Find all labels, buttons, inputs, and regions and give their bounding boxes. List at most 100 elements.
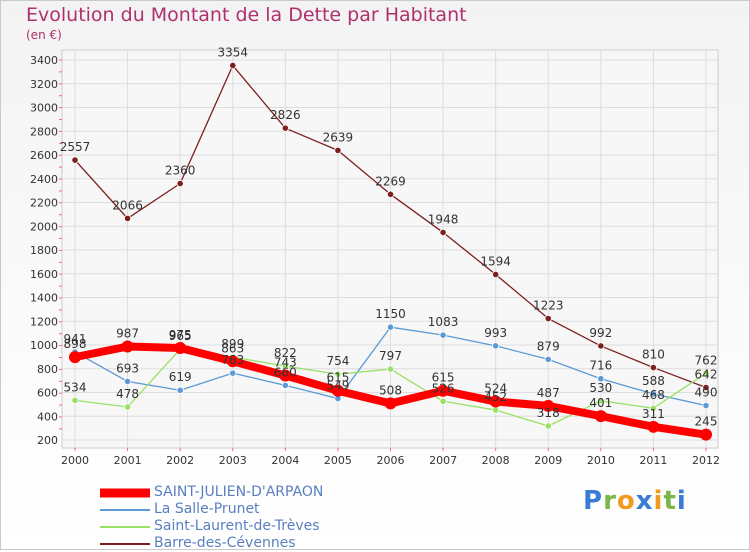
data-point (334, 146, 342, 154)
data-label: 1223 (533, 299, 564, 313)
data-point (386, 323, 395, 331)
data-point (649, 404, 658, 412)
data-point (334, 370, 342, 378)
data-point (702, 369, 710, 377)
y-tick-label: 3000 (30, 102, 58, 115)
data-label: 468 (642, 388, 665, 402)
data-point (594, 410, 607, 423)
data-label: 3354 (217, 45, 248, 59)
data-point (439, 228, 447, 237)
data-point (492, 342, 500, 350)
x-tick-label: 2001 (114, 454, 142, 467)
data-point (649, 390, 658, 398)
data-point (702, 401, 710, 410)
data-label: 508 (379, 383, 402, 397)
x-tick-label: 2009 (534, 454, 562, 467)
x-tick-label: 2005 (324, 454, 352, 467)
x-tick-label: 2008 (482, 454, 510, 467)
x-tick-label: 2002 (166, 454, 194, 467)
legend-label: Saint-Laurent-de-Trèves (154, 518, 320, 534)
chart-title: Evolution du Montant de la Dette par Hab… (26, 4, 467, 26)
data-label: 762 (695, 353, 718, 367)
data-point (544, 355, 552, 363)
proxiti-logo: Proxiti (583, 486, 687, 516)
data-point (123, 214, 132, 223)
data-label: 822 (274, 346, 297, 360)
data-label: 490 (695, 386, 718, 400)
data-label: 863 (221, 341, 244, 355)
data-point (437, 384, 450, 397)
data-point (700, 428, 712, 441)
data-label: 401 (589, 396, 612, 410)
unit-label: (en €) (26, 28, 62, 42)
data-label: 524 (484, 382, 507, 396)
data-point (542, 399, 555, 412)
data-label: 899 (221, 337, 244, 351)
data-label: 965 (169, 329, 192, 343)
y-tick-label: 1800 (30, 244, 58, 257)
data-label: 941 (64, 332, 87, 346)
data-label: 898 (64, 337, 87, 351)
y-tick-label: 2200 (30, 197, 58, 210)
data-point (597, 397, 605, 405)
data-point (123, 377, 132, 386)
data-point (176, 386, 184, 394)
data-label: 879 (537, 339, 560, 353)
y-tick-label: 1400 (30, 292, 58, 305)
data-point (544, 422, 552, 430)
y-tick-label: 2800 (30, 125, 58, 138)
x-tick-label: 2003 (219, 454, 247, 467)
x-tick-label: 2004 (271, 454, 299, 467)
y-tick-label: 2400 (30, 173, 58, 186)
x-tick-label: 2012 (692, 454, 720, 467)
data-point (176, 179, 184, 188)
x-tick-label: 2007 (429, 454, 457, 467)
y-tick-label: 200 (37, 434, 58, 447)
data-label: 1083 (428, 315, 459, 329)
x-tick-label: 2011 (639, 454, 667, 467)
data-label: 763 (221, 353, 244, 367)
y-tick-label: 600 (37, 387, 58, 400)
data-label: 1594 (480, 254, 511, 268)
data-point (226, 355, 239, 368)
y-tick-label: 400 (37, 410, 58, 423)
y-tick-label: 1200 (30, 315, 58, 328)
data-point (647, 420, 660, 433)
data-label: 526 (432, 381, 455, 395)
y-tick-label: 3400 (30, 54, 58, 67)
data-point (492, 406, 500, 414)
y-tick-label: 2000 (30, 220, 58, 233)
x-tick-label: 2000 (61, 454, 89, 467)
data-label: 478 (116, 387, 139, 401)
data-label: 534 (64, 380, 87, 394)
data-point (386, 190, 395, 198)
data-point (69, 351, 81, 364)
x-tick-label: 2006 (377, 454, 405, 467)
legend-swatch (100, 542, 150, 545)
data-point (229, 369, 237, 377)
data-label: 797 (379, 349, 402, 363)
data-point (279, 369, 292, 382)
data-point (384, 397, 397, 410)
data-label: 642 (695, 368, 718, 382)
data-point (229, 61, 237, 70)
data-label: 245 (695, 415, 718, 429)
data-point (71, 396, 79, 404)
y-tick-label: 1600 (30, 268, 58, 281)
data-label: 588 (642, 374, 665, 388)
data-point (439, 397, 447, 405)
y-tick-label: 3200 (30, 78, 58, 91)
data-label: 452 (484, 390, 507, 404)
data-point (439, 331, 447, 339)
legend-label: Barre-des-Cévennes (154, 535, 296, 551)
legend-swatch (100, 488, 150, 497)
data-point (649, 363, 658, 372)
data-point (597, 375, 605, 383)
data-label: 987 (116, 327, 139, 341)
data-label: 993 (484, 326, 507, 340)
data-label: 487 (537, 386, 560, 400)
data-label: 693 (116, 361, 139, 375)
data-label: 615 (326, 371, 349, 385)
data-point (702, 383, 710, 392)
